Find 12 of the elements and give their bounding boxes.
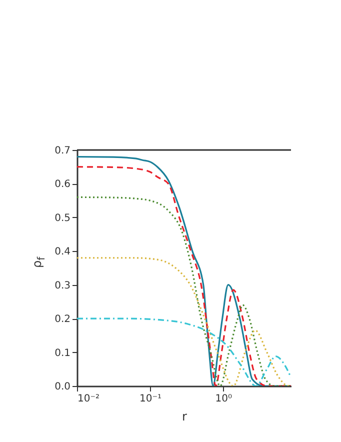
y-tick-label: 0.1 [54, 348, 70, 359]
y-tick-label: 0.0 [54, 382, 70, 392]
x-tick-label: 10⁻¹ [140, 394, 162, 404]
x-axis-title: r [182, 410, 188, 424]
y-tick-label: 0.5 [54, 212, 70, 224]
x-tick-label: 10⁰ [215, 394, 232, 404]
y-tick-label: 0.2 [54, 314, 70, 326]
y-tick-label: 0.7 [54, 146, 70, 156]
y-tick-label: 0.3 [54, 280, 70, 292]
y-tick-label: 0.4 [54, 246, 70, 258]
y-tick-label: 0.6 [54, 179, 70, 190]
x-tick-label: 10⁻² [78, 394, 100, 404]
